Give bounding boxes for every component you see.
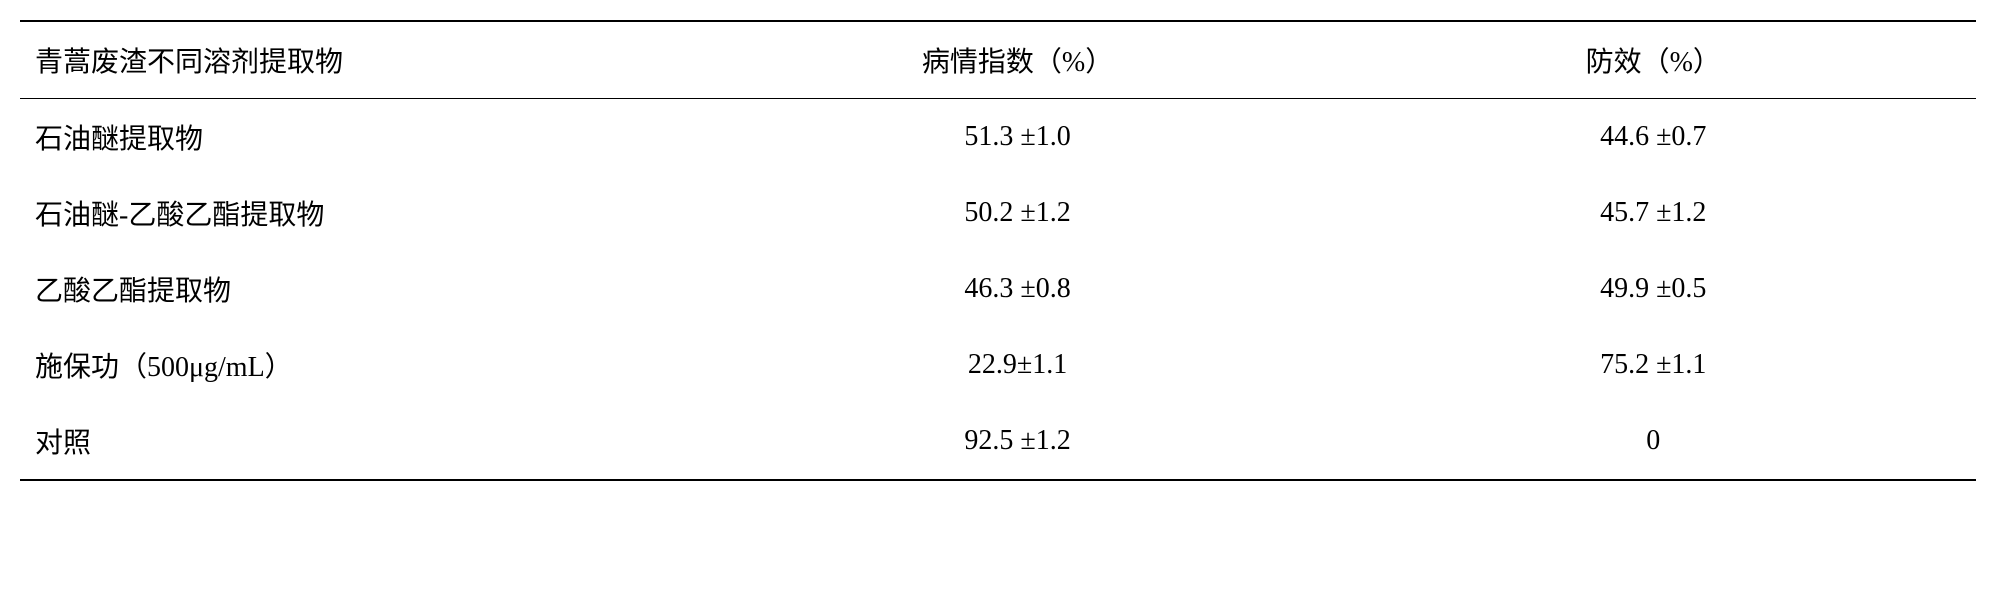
- cell-disease-index: 92.5 ±1.2: [705, 403, 1331, 480]
- cell-efficacy: 49.9 ±0.5: [1331, 251, 1977, 327]
- cell-disease-index: 51.3 ±1.0: [705, 99, 1331, 176]
- table-row: 石油醚提取物 51.3 ±1.0 44.6 ±0.7: [20, 99, 1976, 176]
- cell-efficacy: 44.6 ±0.7: [1331, 99, 1977, 176]
- cell-disease-index: 50.2 ±1.2: [705, 175, 1331, 251]
- column-header-disease-index: 病情指数（%）: [705, 21, 1331, 99]
- table-row: 乙酸乙酯提取物 46.3 ±0.8 49.9 ±0.5: [20, 251, 1976, 327]
- cell-efficacy: 0: [1331, 403, 1977, 480]
- cell-extract: 石油醚提取物: [20, 99, 705, 176]
- column-header-extract: 青蒿废渣不同溶剂提取物: [20, 21, 705, 99]
- cell-efficacy: 45.7 ±1.2: [1331, 175, 1977, 251]
- cell-extract: 施保功（500μg/mL）: [20, 327, 705, 403]
- cell-efficacy: 75.2 ±1.1: [1331, 327, 1977, 403]
- data-table-container: 青蒿废渣不同溶剂提取物 病情指数（%） 防效（%） 石油醚提取物 51.3 ±1…: [20, 20, 1976, 481]
- extract-efficacy-table: 青蒿废渣不同溶剂提取物 病情指数（%） 防效（%） 石油醚提取物 51.3 ±1…: [20, 20, 1976, 481]
- table-row: 施保功（500μg/mL） 22.9±1.1 75.2 ±1.1: [20, 327, 1976, 403]
- table-row: 对照 92.5 ±1.2 0: [20, 403, 1976, 480]
- table-row: 石油醚-乙酸乙酯提取物 50.2 ±1.2 45.7 ±1.2: [20, 175, 1976, 251]
- cell-disease-index: 22.9±1.1: [705, 327, 1331, 403]
- cell-extract: 石油醚-乙酸乙酯提取物: [20, 175, 705, 251]
- cell-extract: 乙酸乙酯提取物: [20, 251, 705, 327]
- table-header-row: 青蒿废渣不同溶剂提取物 病情指数（%） 防效（%）: [20, 21, 1976, 99]
- cell-extract: 对照: [20, 403, 705, 480]
- column-header-efficacy: 防效（%）: [1331, 21, 1977, 99]
- cell-disease-index: 46.3 ±0.8: [705, 251, 1331, 327]
